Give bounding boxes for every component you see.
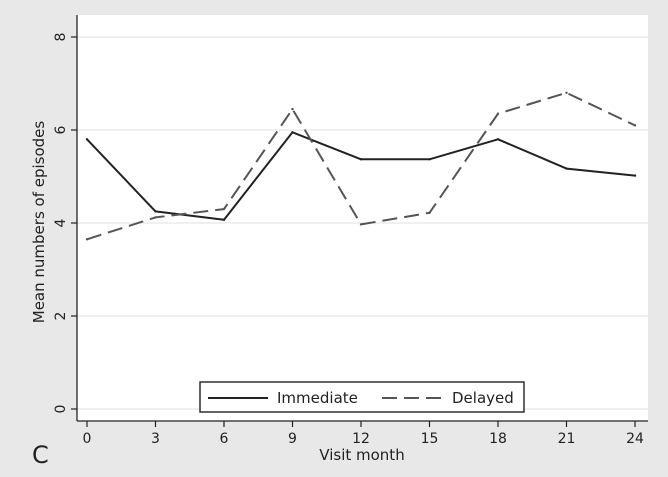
data-point-immediate-8: [633, 174, 637, 177]
y-tick-label-2: 4: [53, 218, 69, 227]
x-tick-label-7: 21: [558, 431, 576, 447]
x-tick-label-0: 0: [83, 431, 92, 447]
data-point-immediate-6: [496, 138, 500, 141]
y-tick-label-4: 8: [53, 33, 69, 42]
data-point-delayed-5: [428, 211, 431, 214]
x-tick-label-6: 18: [489, 431, 507, 447]
x-tick-label-5: 15: [421, 431, 439, 447]
data-point-immediate-5: [428, 158, 431, 161]
legend-label-delayed: Delayed: [452, 389, 514, 407]
y-tick-label-3: 6: [53, 125, 69, 134]
y-axis-title: Mean numbers of episodes: [30, 121, 48, 324]
data-point-immediate-3: [291, 131, 294, 134]
x-tick-label-8: 24: [626, 431, 644, 447]
x-tick-label-4: 12: [352, 431, 370, 447]
y-tick-label-1: 2: [53, 312, 69, 321]
data-point-delayed-0: [85, 238, 89, 241]
data-point-delayed-1: [154, 216, 157, 219]
legend-label-immediate: Immediate: [277, 389, 358, 407]
data-point-delayed-7: [565, 91, 568, 95]
data-point-delayed-4: [359, 223, 363, 226]
x-tick-label-3: 9: [288, 431, 297, 447]
data-point-delayed-3: [291, 107, 294, 111]
data-point-delayed-6: [496, 112, 500, 115]
x-tick-label-2: 6: [220, 431, 229, 447]
data-point-immediate-2: [222, 218, 226, 221]
panel-label: C: [32, 441, 49, 469]
x-tick-label-1: 3: [151, 431, 160, 447]
plot-area: [77, 15, 648, 421]
x-axis-title: Visit month: [319, 446, 404, 464]
y-tick-label-0: 0: [53, 405, 69, 414]
data-point-immediate-4: [359, 158, 363, 161]
grid-lines: [77, 36, 648, 410]
series-lines: [85, 91, 637, 241]
legend: Immediate Delayed: [199, 381, 525, 413]
data-point-immediate-1: [154, 210, 157, 213]
data-point-delayed-8: [633, 124, 637, 127]
data-point-immediate-7: [565, 167, 568, 170]
data-point-delayed-2: [222, 207, 226, 211]
data-point-immediate-0: [85, 138, 89, 141]
